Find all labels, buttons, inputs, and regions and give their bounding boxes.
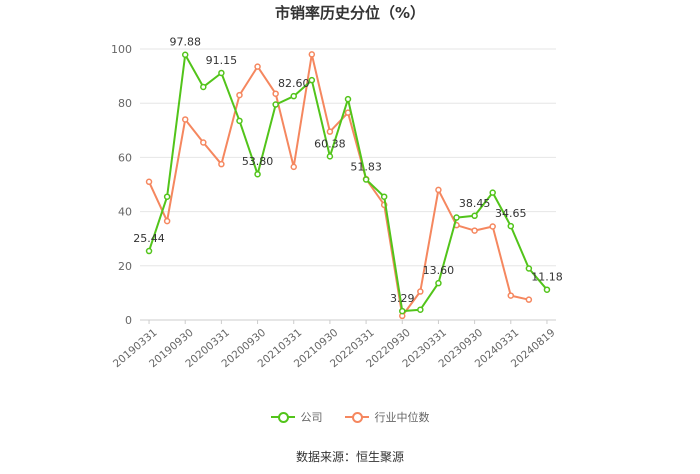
data-label: 13.60 xyxy=(423,264,455,277)
data-point-industry xyxy=(435,186,442,194)
data-point-company xyxy=(163,193,171,200)
data-point-company xyxy=(200,83,207,91)
data-point-industry xyxy=(525,296,533,303)
data-point-industry xyxy=(181,116,189,123)
data-point-industry xyxy=(489,223,496,230)
data-point-industry xyxy=(308,51,316,58)
data-point-company xyxy=(290,92,297,100)
series-layer xyxy=(145,51,551,320)
data-point-company xyxy=(471,212,478,220)
legend-swatch-industry xyxy=(344,412,369,423)
y-tick-label: 40 xyxy=(118,206,132,219)
data-point-industry xyxy=(326,128,334,135)
data-point-company xyxy=(399,307,406,315)
data-point-company xyxy=(308,76,316,84)
y-tick-label: 60 xyxy=(118,151,132,164)
axis-layer: 0204060801002019033120190930202003312020… xyxy=(111,43,558,370)
data-point-company xyxy=(417,306,424,313)
data-point-company xyxy=(218,69,225,77)
legend-label-industry: 行业中位数 xyxy=(374,411,430,424)
y-tick-label: 80 xyxy=(118,97,132,110)
data-point-company xyxy=(326,153,334,160)
y-tick-label: 20 xyxy=(118,260,132,273)
data-point-company xyxy=(236,117,243,125)
legend-item-industry[interactable]: 行业中位数 xyxy=(344,409,430,425)
data-point-industry xyxy=(236,91,243,99)
data-label-layer: 25.44 97.88 91.15 53.80 82.60 60.38 51.83 3.29 1… xyxy=(133,36,562,305)
y-tick-label: 0 xyxy=(125,314,132,327)
data-point-industry xyxy=(254,63,261,70)
data-label: 34.65 xyxy=(495,207,527,220)
data-point-industry xyxy=(145,178,153,186)
data-point-industry xyxy=(417,288,424,295)
data-point-company xyxy=(181,51,189,58)
data-label: 11.18 xyxy=(531,271,563,284)
data-label: 91.15 xyxy=(206,54,238,67)
legend-item-company[interactable]: 公司 xyxy=(270,409,323,425)
legend-swatch-company xyxy=(270,412,295,423)
legend: 公司 行业中位数 xyxy=(0,409,700,425)
data-point-industry xyxy=(218,160,225,168)
data-point-company xyxy=(145,247,153,255)
data-point-industry xyxy=(200,139,207,146)
data-source: 数据来源：恒生聚源 xyxy=(295,450,404,464)
data-point-company xyxy=(453,214,460,221)
y-tick-label: 100 xyxy=(111,43,132,56)
data-label: 25.44 xyxy=(133,232,165,245)
data-point-company xyxy=(272,101,279,108)
data-point-company xyxy=(489,189,496,196)
data-label: 53.80 xyxy=(242,155,274,168)
data-point-company xyxy=(254,170,261,178)
data-point-industry xyxy=(272,90,279,97)
data-point-industry xyxy=(507,292,515,299)
data-point-company xyxy=(435,279,442,287)
data-point-industry xyxy=(471,227,478,234)
data-point-company xyxy=(344,95,352,103)
data-point-company xyxy=(362,176,370,183)
data-label: 51.83 xyxy=(350,161,382,174)
series-line-company xyxy=(148,53,548,313)
data-point-company xyxy=(507,222,515,230)
series-line-industry xyxy=(148,53,530,317)
data-point-industry xyxy=(163,217,171,225)
data-point-industry xyxy=(290,163,297,171)
data-point-company xyxy=(525,265,533,272)
data-label: 38.45 xyxy=(459,197,491,210)
data-label: 3.29 xyxy=(390,292,415,305)
data-point-company xyxy=(543,286,551,293)
data-point-company xyxy=(380,193,388,200)
chart-title: 市销率历史分位（%） xyxy=(274,4,426,22)
legend-label-company: 公司 xyxy=(300,411,323,424)
data-label: 60.38 xyxy=(314,137,346,150)
data-label: 97.88 xyxy=(169,36,201,49)
data-label: 82.60 xyxy=(278,77,310,90)
